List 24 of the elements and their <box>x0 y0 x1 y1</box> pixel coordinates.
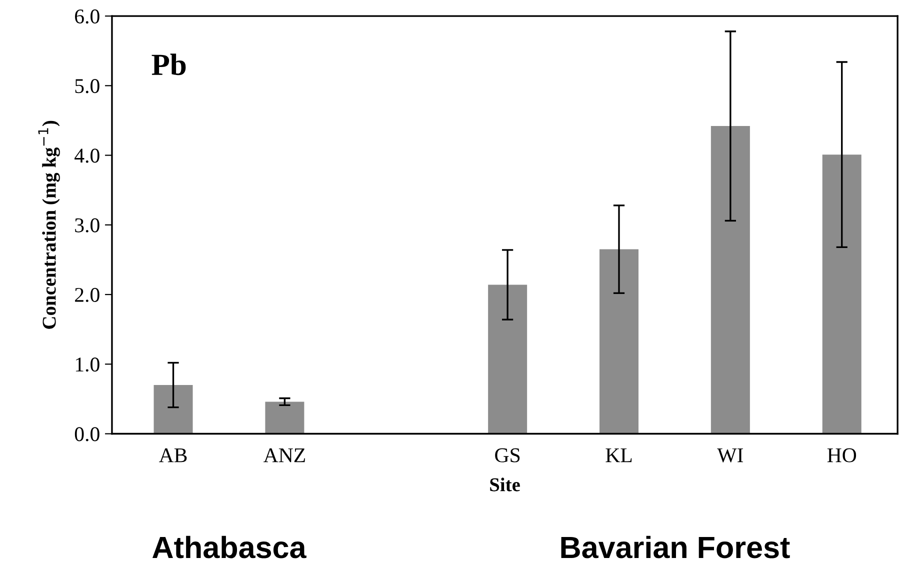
x-tick-label: WI <box>717 448 743 462</box>
x-tick-label: ANZ <box>263 448 305 462</box>
y-tick-label: 5.0 <box>75 79 100 94</box>
y-tick-label: 6.0 <box>75 9 100 24</box>
y-tick-label: 3.0 <box>75 218 100 232</box>
bar <box>154 385 193 434</box>
text: Bavarian Forest <box>561 536 790 558</box>
annotation: Pb <box>152 54 186 76</box>
y-tick-label: 1.0 <box>76 358 100 372</box>
bar <box>822 154 862 434</box>
bar <box>599 249 638 434</box>
x-tick-label: HO <box>827 448 856 462</box>
text: Athabasca <box>152 536 306 558</box>
y-tick-label: 0.0 <box>74 427 100 442</box>
bar <box>488 284 528 434</box>
x-tick-label: AB <box>158 448 187 462</box>
y-tick-label: 4.0 <box>74 148 100 163</box>
y-tick-label: 2.0 <box>75 288 100 302</box>
x-tick-label: GS <box>495 448 520 462</box>
x-axis-title: Site <box>490 478 520 492</box>
bar <box>265 402 304 434</box>
y-axis-title: Concentration (mg kg$^{−1}$) <box>38 120 60 329</box>
x-tick-label: KL <box>606 448 632 462</box>
bar <box>710 126 750 434</box>
